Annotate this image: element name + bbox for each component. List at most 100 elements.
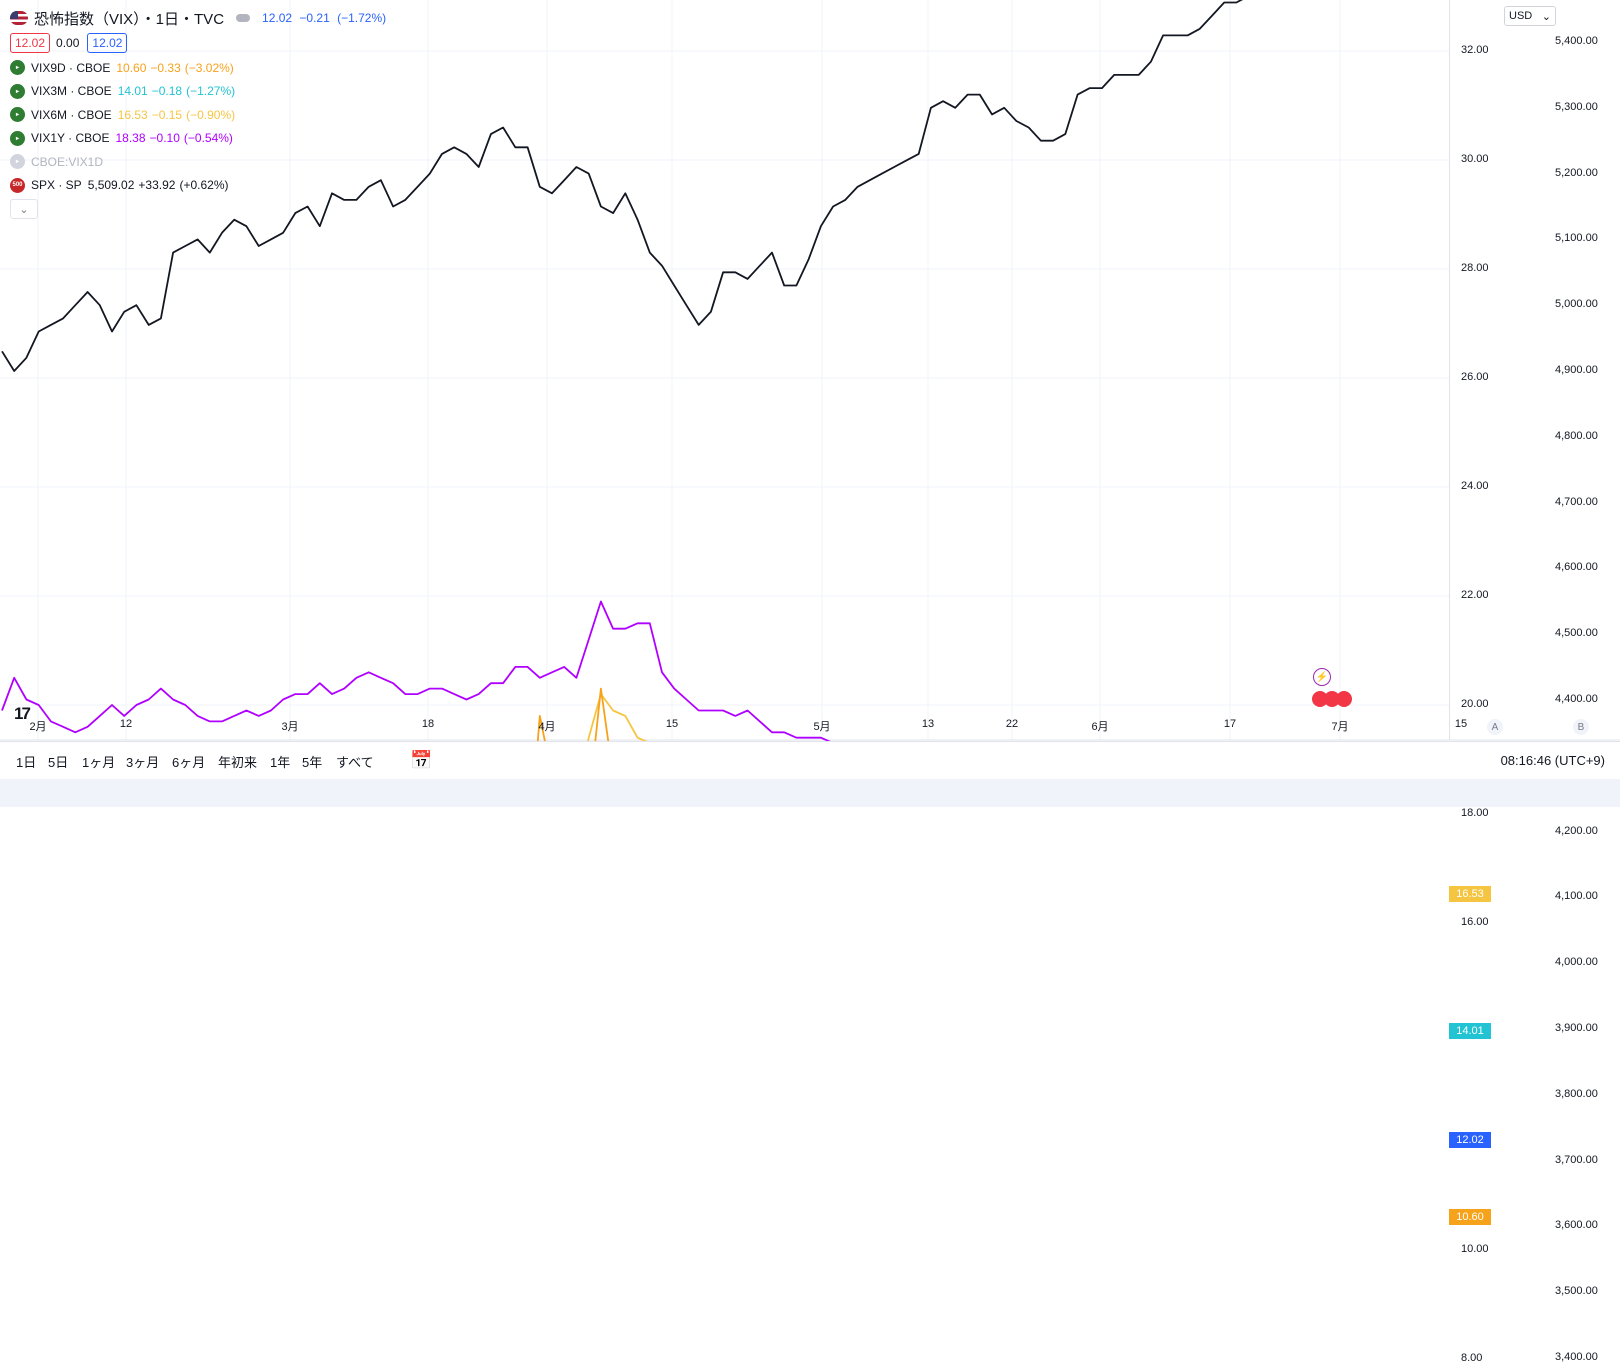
right-axis-tick: 4,100.00 [1555, 890, 1598, 903]
time-axis-label: 22 [1005, 718, 1019, 730]
legend-value: 18.38 [115, 131, 146, 146]
range-button[interactable]: 年初来 [218, 755, 258, 770]
right-axis-tick: 4,900.00 [1555, 364, 1598, 376]
clock[interactable]: 08:16:46 (UTC+9) [1500, 753, 1605, 768]
legend-item[interactable]: ▸ VIX3M · CBOE 14.01 −0.18 (−1.27%) [10, 80, 390, 104]
symbol-logo-icon: ▸ [10, 154, 25, 170]
currency-select[interactable]: USD ⌄ [1504, 6, 1556, 26]
right-axis-tick: 3,900.00 [1555, 1022, 1598, 1034]
time-axis-label: 15 [665, 718, 679, 730]
auto-scale-button[interactable]: A [1487, 719, 1503, 735]
right-axis-tick: 4,800.00 [1555, 429, 1598, 442]
time-axis-label: 17 [1223, 718, 1237, 730]
legend-pct: (−0.90%) [186, 107, 236, 122]
legend-symbol: SPX · SP [31, 178, 82, 193]
legend-pct: (−1.27%) [186, 84, 236, 99]
left-axis-tick: 32.00 [1461, 44, 1489, 56]
left-axis-tick: 22.00 [1461, 589, 1489, 601]
right-axis-tick: 3,800.00 [1555, 1087, 1598, 1100]
legend-symbol: CBOE:VIX1D [31, 154, 104, 169]
legend-symbol: VIX6M · CBOE [31, 107, 112, 122]
range-button[interactable]: 6ヶ月 [172, 755, 206, 770]
right-axis-tick: 4,700.00 [1555, 495, 1598, 508]
price-boxes: 12.02 0.00 12.02 [10, 30, 390, 56]
left-axis-tick: 20.00 [1461, 698, 1489, 710]
left-axis-tick: 30.00 [1461, 153, 1489, 165]
legend-item[interactable]: 500 SPX · SP 5,509.02 +33.92 (+0.62%) [10, 174, 390, 198]
range-button[interactable]: 5年 [302, 755, 323, 770]
range-button[interactable]: 1年 [270, 755, 291, 770]
right-axis-tick: 3,700.00 [1555, 1153, 1598, 1166]
us-flag-icon [10, 11, 28, 25]
legend-item[interactable]: ▸ VIX6M · CBOE 16.53 −0.15 (−0.90%) [10, 103, 390, 127]
legend-pct: (+0.62%) [179, 178, 229, 193]
range-button[interactable]: 1日 [16, 755, 37, 770]
time-axis-label: 15 [1454, 718, 1468, 730]
time-axis-label: 2月 [29, 721, 47, 733]
range-button[interactable]: 5日 [48, 755, 69, 770]
legend-value: 10.60 [116, 60, 147, 75]
main-change-pct: (−1.72%) [337, 11, 387, 25]
main-quote: 12.02 −0.21 (−1.72%) [262, 11, 390, 25]
legend-change: −0.18 [151, 84, 183, 99]
left-axis-tick: 28.00 [1461, 262, 1489, 274]
price-tag: 14.01 [1449, 1023, 1491, 1040]
legend-symbol: VIX3M · CBOE [31, 84, 112, 99]
right-axis-tick: 4,400.00 [1555, 693, 1598, 705]
currency-label: USD [1509, 10, 1533, 22]
left-axis-tick: 24.00 [1461, 480, 1489, 492]
series-line-spx[interactable] [1, 0, 1322, 372]
legend-title-row: 恐怖指数（VIX）・1日・TVC 12.02 −0.21 (−1.72%) [10, 6, 390, 30]
symbol-logo-icon: ▸ [10, 107, 25, 123]
left-axis-tick: 10.00 [1461, 1243, 1489, 1255]
calendar-icon[interactable]: 📅 [410, 750, 433, 770]
range-button[interactable]: 3ヶ月 [126, 755, 160, 770]
time-axis-label: 18 [421, 718, 435, 730]
legend-symbol: VIX1Y · CBOE [31, 131, 110, 146]
left-axis-tick: 16.00 [1461, 916, 1489, 928]
left-axis-tick: 8.00 [1461, 1352, 1483, 1364]
time-axis-label: 3月 [281, 721, 299, 733]
chart-legend: 恐怖指数（VIX）・1日・TVC 12.02 −0.21 (−1.72%) 12… [10, 6, 390, 219]
legend-change: −0.10 [149, 131, 180, 146]
symbol-logo-icon: 500 [10, 177, 25, 193]
legend-value: 16.53 [117, 107, 148, 122]
chevron-down-icon: ⌄ [1541, 10, 1551, 23]
us-flag-event-icon[interactable] [1336, 691, 1352, 707]
legend-symbol: VIX9D · CBOE [31, 60, 111, 75]
b-button[interactable]: B [1573, 719, 1589, 735]
time-axis-label: 12 [119, 718, 133, 730]
legend-pct: (−3.02%) [184, 60, 234, 75]
legend-value: 5,509.02 [87, 178, 135, 193]
bottom-toolbar: 1日 5日 1ヶ月 3ヶ月 6ヶ月 年初来 1年 5年 すべて 📅 08:16:46 (UTC+… [0, 741, 1620, 780]
legend-item[interactable]: ▸ CBOE:VIX1D [10, 150, 390, 174]
right-axis-tick: 3,500.00 [1555, 1285, 1598, 1298]
legend-change: −0.15 [151, 107, 183, 122]
symbol-logo-icon: ▸ [10, 60, 25, 76]
legend-item[interactable]: ▸ VIX1Y · CBOE 18.38 −0.10 (−0.54%) [10, 127, 390, 151]
right-axis-tick: 5,100.00 [1555, 232, 1598, 245]
bottom-strip [0, 779, 1620, 807]
price-axis[interactable] [1449, 0, 1620, 740]
legend-change: +33.92 [138, 178, 176, 193]
tradingview-logo[interactable]: 17 [14, 704, 31, 723]
right-axis-tick: 3,600.00 [1555, 1219, 1598, 1232]
lightning-event-icon[interactable]: ⚡ [1313, 668, 1331, 686]
right-axis-tick: 5,400.00 [1555, 35, 1598, 47]
main-change: −0.21 [299, 11, 330, 25]
chart-title[interactable]: 恐怖指数（VIX）・1日・TVC [34, 10, 225, 28]
spread-value: 0.00 [56, 36, 80, 50]
legend-collapse-button[interactable]: ⌄ [10, 199, 38, 219]
range-button[interactable]: すべて [336, 755, 374, 770]
buy-price-box[interactable]: 12.02 [87, 33, 128, 53]
sell-price-box[interactable]: 12.02 [10, 33, 51, 53]
legend-value: 14.01 [117, 84, 148, 99]
range-button[interactable]: 1ヶ月 [82, 755, 116, 770]
legend-item[interactable]: ▸ VIX9D · CBOE 10.60 −0.33 (−3.02%) [10, 56, 390, 80]
time-axis-label: 4月 [538, 721, 556, 733]
left-axis-tick: 18.00 [1461, 807, 1489, 819]
left-axis-tick: 26.00 [1461, 371, 1489, 383]
right-axis-tick: 5,300.00 [1555, 100, 1598, 113]
symbol-logo-icon: ▸ [10, 130, 25, 146]
eye-icon[interactable] [236, 14, 251, 22]
